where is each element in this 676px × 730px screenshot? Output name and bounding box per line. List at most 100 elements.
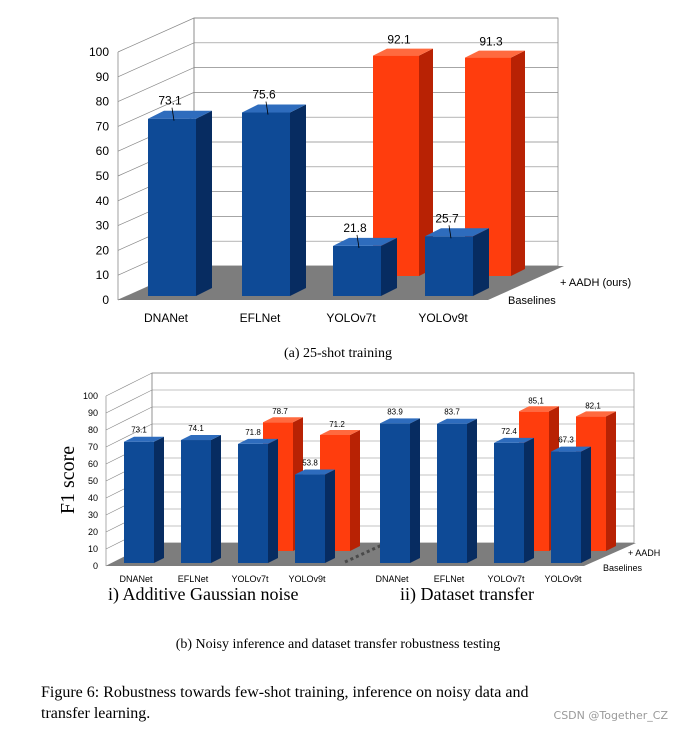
chart-a-baseline-bar-1-front bbox=[242, 112, 290, 297]
chart-a-baseline-bar-0-top bbox=[148, 110, 212, 119]
chart-a-y-tick: 40 bbox=[96, 194, 110, 208]
chart-a-baseline-bar-2-top bbox=[333, 237, 397, 246]
caption-a: (a) 25-shot training bbox=[283, 346, 393, 361]
chart-b-y-tick: 0 bbox=[93, 561, 98, 571]
chart-a-baseline-label: 25.7 bbox=[435, 211, 459, 225]
chart-b-baseline-bar-1-2 bbox=[494, 437, 534, 563]
chart-a-y-tick: 70 bbox=[96, 119, 110, 133]
chart-b-y-tick: 20 bbox=[88, 527, 98, 537]
chart-b-baseline-label: 83.9 bbox=[387, 407, 403, 416]
chart-b-baseline-label: 67.3 bbox=[558, 436, 574, 445]
chart-b-baseline-label: 74.1 bbox=[188, 424, 204, 433]
chart-b-y-tick: 30 bbox=[88, 510, 98, 520]
chart-a-label-leader bbox=[356, 234, 360, 248]
chart-b-baseline-bar-1-3 bbox=[551, 446, 591, 563]
figure-caption-line-2: transfer learning. bbox=[41, 705, 151, 722]
chart-b-aadh-bar-0-3-side bbox=[350, 430, 360, 551]
chart-b-baseline-bar-1-0 bbox=[380, 418, 420, 563]
chart-b-aadh-label: 71.2 bbox=[329, 420, 345, 429]
chart-b-baseline-bar-0-1-top bbox=[181, 435, 221, 440]
chart-b-x-tick: EFLNet bbox=[434, 574, 465, 584]
chart-b-aadh-label: 78.7 bbox=[272, 407, 288, 416]
chart-a-baseline-bar-2 bbox=[333, 237, 397, 296]
chart-a-baseline-bar-0-side bbox=[196, 110, 212, 296]
chart-b-aadh-label: 85,1 bbox=[528, 396, 544, 405]
chart-b-baseline-bar-0-1-front bbox=[181, 440, 211, 563]
chart-a-row-label-baselines: Baselines bbox=[508, 295, 556, 307]
chart-b-baseline-bar-1-1 bbox=[437, 418, 477, 563]
chart-a-baseline-bar-1 bbox=[242, 104, 306, 297]
chart-b-baseline-bar-0-2-side bbox=[268, 438, 278, 563]
chart-b-baseline-bar-1-3-front bbox=[551, 451, 581, 563]
chart-a-baseline-bar-1-side bbox=[290, 104, 306, 296]
chart-b-baseline-bar-0-0-front bbox=[124, 441, 154, 563]
chart-a-aadh-bar-3-top bbox=[465, 50, 525, 58]
chart-a-baseline-label: 73.1 bbox=[158, 94, 182, 108]
group-title-dataset-transfer: ii) Dataset transfer bbox=[400, 584, 534, 604]
chart-b-aadh-bar-0-3-top bbox=[320, 430, 360, 435]
chart-a-x-tick: YOLOv7t bbox=[326, 311, 376, 325]
chart-a-25-shot: 0 10 20 30 40 50 60 70 80 90 100 92.1 91.3 73.1 75.6 21… bbox=[89, 17, 631, 325]
chart-a-label-leader bbox=[265, 101, 269, 115]
chart-b-aadh-bar-1-3-side bbox=[606, 411, 616, 551]
chart-b-baseline-bar-1-1-top bbox=[437, 418, 477, 424]
chart-b-y-tick: 40 bbox=[88, 493, 98, 503]
chart-b-baseline-bar-1-3-top bbox=[551, 446, 591, 452]
chart-b-baseline-bar-0-3-side bbox=[325, 469, 335, 563]
chart-a-x-tick: EFLNet bbox=[240, 311, 281, 325]
chart-b-group-separator bbox=[344, 543, 383, 564]
chart-b-row-label-baselines: Baselines bbox=[603, 563, 643, 573]
chart-b-baseline-bar-1-1-front bbox=[437, 423, 467, 563]
chart-a-baseline-bar-3 bbox=[425, 228, 489, 296]
chart-b-y-tick: 50 bbox=[88, 476, 98, 486]
chart-b-baseline-bar-1-0-front bbox=[380, 423, 410, 563]
chart-b-baseline-bar-0-3 bbox=[295, 469, 335, 563]
chart-b-baseline-bar-1-2-top bbox=[494, 437, 534, 443]
chart-b-x-tick: YOLOv9t bbox=[288, 574, 326, 584]
chart-a-x-tick: DNANet bbox=[144, 311, 189, 325]
chart-a-y-tick: 20 bbox=[96, 243, 110, 257]
chart-b-aadh-bar-0-2-top bbox=[263, 417, 303, 423]
chart-b-y-tick: 10 bbox=[88, 544, 98, 554]
chart-a-y-tick: 90 bbox=[96, 70, 110, 84]
chart-b-y-tick: 70 bbox=[88, 442, 98, 452]
figure-caption-line-1: Figure 6: Robustness towards few-shot tr… bbox=[41, 684, 529, 701]
chart-a-y-tick: 60 bbox=[96, 144, 110, 158]
chart-a-y-tick: 0 bbox=[102, 293, 109, 307]
chart-a-y-tick: 100 bbox=[89, 45, 109, 59]
chart-a-aadh-label: 92.1 bbox=[387, 33, 411, 47]
chart-a-baseline-bar-3-top bbox=[425, 228, 489, 237]
chart-b-baseline-label: 72.4 bbox=[501, 427, 517, 436]
chart-b-y-tick: 80 bbox=[88, 425, 98, 435]
chart-a-aadh-label: 91.3 bbox=[479, 35, 503, 49]
chart-a-baseline-bar-1-top bbox=[242, 104, 306, 113]
chart-a-x-tick: YOLOv9t bbox=[418, 311, 468, 325]
chart-b-baseline-bar-0-0 bbox=[124, 436, 164, 563]
chart-b-x-tick: YOLOv7t bbox=[487, 574, 525, 584]
watermark: CSDN @Together_CZ bbox=[553, 709, 668, 722]
chart-a-label-leader bbox=[171, 107, 175, 121]
chart-b-x-tick: EFLNet bbox=[178, 574, 209, 584]
chart-a-y-tick: 80 bbox=[96, 95, 110, 109]
chart-a-baseline-bar-0 bbox=[148, 110, 212, 296]
chart-a-baseline-bar-2-front bbox=[333, 245, 381, 296]
caption-b: (b) Noisy inference and dataset transfer… bbox=[175, 637, 501, 652]
chart-a-y-tick: 50 bbox=[96, 169, 110, 183]
chart-b-y-tick: 100 bbox=[83, 391, 98, 401]
chart-b-baseline-bar-0-0-side bbox=[154, 436, 164, 563]
chart-b-row-label-aadh: + AADH bbox=[628, 548, 660, 558]
chart-a-aadh-bar-2-side bbox=[419, 48, 433, 276]
chart-b-baseline-bar-0-1 bbox=[181, 435, 221, 563]
chart-a-y-tick: 10 bbox=[96, 268, 110, 282]
chart-b-baseline-label: 71.8 bbox=[245, 428, 261, 437]
chart-a-baseline-label: 21.8 bbox=[343, 221, 367, 235]
chart-b-baseline-bar-1-3-side bbox=[581, 446, 591, 563]
chart-b-x-tick: DNANet bbox=[375, 574, 409, 584]
chart-b-baseline-bar-1-0-top bbox=[380, 418, 420, 424]
chart-b-baseline-bar-0-2 bbox=[238, 438, 278, 563]
chart-b-baseline-bar-0-2-top bbox=[238, 438, 278, 444]
chart-a-label-leader bbox=[448, 225, 452, 239]
chart-b-x-tick: YOLOv7t bbox=[231, 574, 269, 584]
chart-b-y-tick: 90 bbox=[88, 408, 98, 418]
chart-b-baseline-bar-1-2-side bbox=[524, 437, 534, 563]
